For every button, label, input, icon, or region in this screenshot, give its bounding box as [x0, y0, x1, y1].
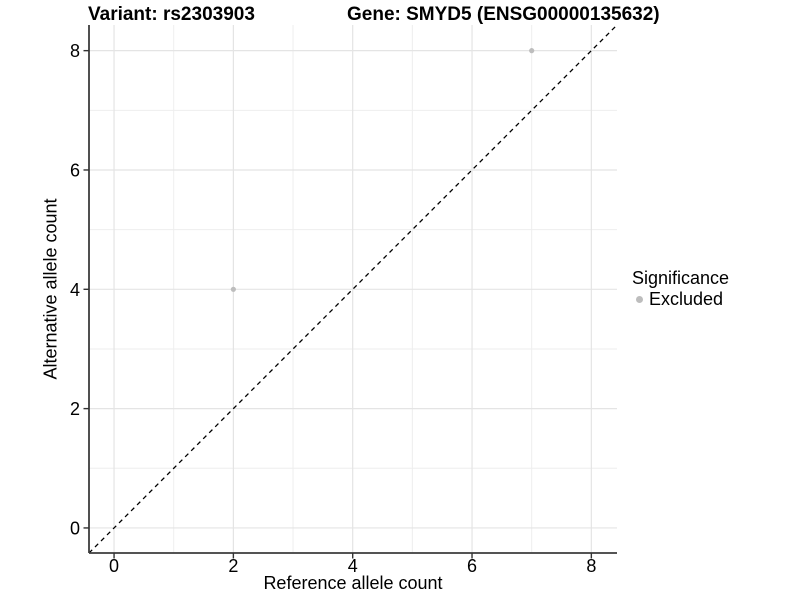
x-tick-label-2: 2 [228, 556, 238, 576]
plot-title-variant: Variant: rs2303903 [88, 4, 255, 25]
legend: Significance Excluded [630, 268, 729, 309]
x-tick-label-0: 0 [109, 556, 119, 576]
y-tick-label-4: 4 [70, 280, 80, 300]
x-tick-label-8: 8 [586, 556, 596, 576]
data-point-excluded-2-4 [230, 286, 236, 292]
legend-title: Significance [632, 268, 730, 288]
y-tick-label-6: 6 [70, 160, 80, 180]
y-tick-label-2: 2 [70, 399, 80, 419]
y-axis-title: Alternative allele count [40, 198, 61, 380]
legend-key-dot-icon [636, 295, 643, 303]
y-tick-label-8: 8 [70, 41, 80, 61]
x-tick-label-6: 6 [467, 556, 477, 576]
x-tick-label-4: 4 [348, 556, 358, 576]
data-point-excluded-7-8 [529, 48, 535, 54]
identity-dashed-line [88, 24, 618, 554]
plot-title-gene: Gene: SMYD5 (ENSG00000135632) [347, 4, 660, 25]
y-tick-label-0: 0 [70, 518, 80, 538]
legend-item-excluded: Excluded [630, 289, 729, 309]
legend-item-label: Excluded [649, 288, 724, 309]
x-axis-title: Reference allele count [263, 573, 443, 593]
